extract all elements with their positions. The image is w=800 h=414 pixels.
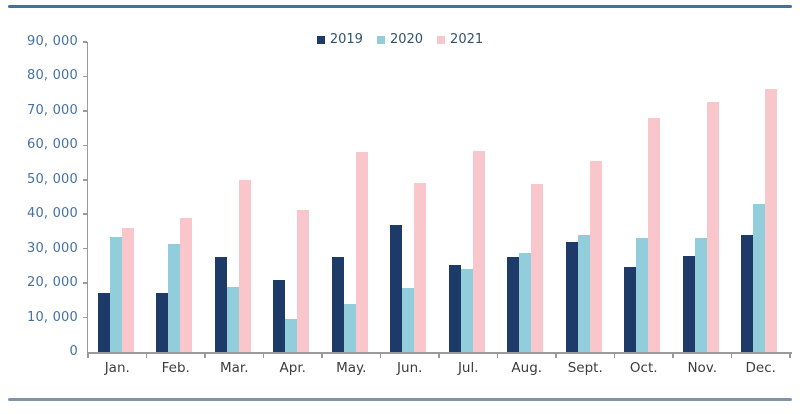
x-axis-label: Oct. bbox=[629, 360, 658, 376]
y-axis-label: 60, 000 bbox=[26, 137, 78, 153]
y-tick bbox=[83, 110, 87, 112]
bar-2020-aug bbox=[519, 252, 531, 352]
x-axis-label: Dec. bbox=[745, 360, 776, 376]
y-axis-label: 20, 000 bbox=[26, 275, 78, 291]
y-tick bbox=[83, 75, 87, 78]
x-tick bbox=[438, 353, 440, 358]
bar-2020-apr bbox=[285, 319, 297, 352]
y-tick bbox=[83, 144, 87, 147]
x-tick bbox=[321, 353, 323, 358]
legend-label-2019: 2019 bbox=[329, 32, 363, 47]
legend-swatch-2019 bbox=[316, 35, 325, 44]
x-axis-label: May. bbox=[336, 360, 367, 376]
legend-label-2020: 2020 bbox=[389, 32, 424, 47]
x-tick bbox=[379, 353, 382, 358]
x-tick bbox=[204, 353, 206, 358]
legend-item-2021: 2021 bbox=[437, 32, 483, 47]
x-tick bbox=[672, 353, 674, 358]
bar-2019-sept bbox=[565, 241, 578, 352]
bar-2021-may bbox=[355, 152, 368, 352]
legend-swatch-2020 bbox=[376, 35, 385, 44]
bar-2020-mar bbox=[226, 286, 239, 352]
chart-legend: 2019 2020 2021 bbox=[0, 32, 800, 47]
y-axis-label: 30, 000 bbox=[26, 240, 78, 256]
x-axis-label: Feb. bbox=[161, 360, 190, 376]
y-axis-label: 40, 000 bbox=[26, 206, 78, 222]
bottom-border-line bbox=[8, 398, 792, 401]
y-tick bbox=[83, 179, 87, 181]
x-axis-label: Jun. bbox=[397, 360, 423, 376]
top-border-line bbox=[8, 5, 792, 8]
x-tick bbox=[789, 353, 791, 358]
x-tick bbox=[87, 353, 89, 358]
legend-label-2021: 2021 bbox=[450, 32, 484, 47]
bar-2019-apr bbox=[273, 279, 285, 352]
x-tick bbox=[496, 353, 499, 358]
bar-2019-oct bbox=[624, 266, 636, 352]
legend-item-2020: 2020 bbox=[376, 32, 424, 47]
y-tick bbox=[83, 41, 87, 43]
bar-2021-jan bbox=[121, 228, 134, 352]
bar-2020-dec bbox=[753, 203, 765, 352]
y-axis-label: 50, 000 bbox=[26, 171, 78, 187]
bar-2019-jun bbox=[390, 224, 402, 352]
bar-2021-oct bbox=[648, 117, 660, 352]
y-axis-label: 70, 000 bbox=[26, 102, 78, 118]
x-axis-line bbox=[86, 352, 792, 354]
y-axis-label: 80, 000 bbox=[26, 68, 78, 84]
y-tick bbox=[83, 316, 87, 319]
y-axis-label: 10, 000 bbox=[26, 309, 78, 325]
bar-2021-mar bbox=[238, 179, 251, 352]
bar-2020-feb bbox=[168, 243, 180, 352]
bar-2021-aug bbox=[531, 184, 543, 352]
bar-2021-jun bbox=[414, 183, 426, 352]
bar-2020-jul bbox=[460, 269, 473, 352]
y-axis-line bbox=[86, 42, 88, 354]
y-tick bbox=[83, 247, 87, 250]
x-axis-label: Mar. bbox=[219, 360, 249, 376]
bar-2021-apr bbox=[297, 210, 309, 352]
x-axis-label: Aug. bbox=[511, 360, 543, 376]
bar-2019-aug bbox=[507, 257, 519, 352]
y-axis-label: 90, 000 bbox=[26, 34, 78, 49]
bar-2019-dec bbox=[741, 234, 753, 352]
bar-2020-sept bbox=[577, 234, 590, 352]
bar-2021-jul bbox=[472, 151, 485, 352]
bar-2019-may bbox=[331, 257, 344, 352]
bar-2019-nov bbox=[682, 255, 695, 352]
bar-2021-sept bbox=[589, 160, 602, 352]
x-axis-label: Apr. bbox=[279, 360, 306, 376]
bar-2019-mar bbox=[214, 257, 227, 352]
y-axis-label: 0 bbox=[69, 344, 78, 359]
x-axis-label: Nov. bbox=[687, 360, 718, 376]
x-tick bbox=[555, 353, 557, 358]
bar-2019-jul bbox=[448, 265, 461, 352]
bar-2020-nov bbox=[694, 238, 707, 352]
y-tick bbox=[83, 282, 87, 284]
bar-2021-nov bbox=[706, 102, 719, 352]
x-tick bbox=[262, 353, 265, 358]
bar-2019-feb bbox=[156, 292, 168, 352]
x-tick bbox=[613, 353, 616, 358]
x-axis-label: Sept. bbox=[567, 360, 603, 376]
legend-item-2019: 2019 bbox=[316, 32, 363, 47]
x-tick bbox=[730, 353, 733, 358]
bar-2019-jan bbox=[97, 293, 110, 352]
x-tick bbox=[145, 353, 148, 358]
x-axis-label: Jan. bbox=[104, 360, 130, 376]
bar-2021-feb bbox=[180, 217, 192, 352]
bar-2020-oct bbox=[636, 238, 648, 352]
bar-2020-jan bbox=[109, 236, 122, 352]
x-axis-label: Jul. bbox=[457, 360, 479, 376]
legend-swatch-2021 bbox=[437, 35, 446, 44]
bar-2020-may bbox=[343, 303, 356, 352]
bar-2021-dec bbox=[765, 88, 777, 352]
y-tick bbox=[83, 213, 87, 215]
bar-2020-jun bbox=[402, 287, 414, 352]
